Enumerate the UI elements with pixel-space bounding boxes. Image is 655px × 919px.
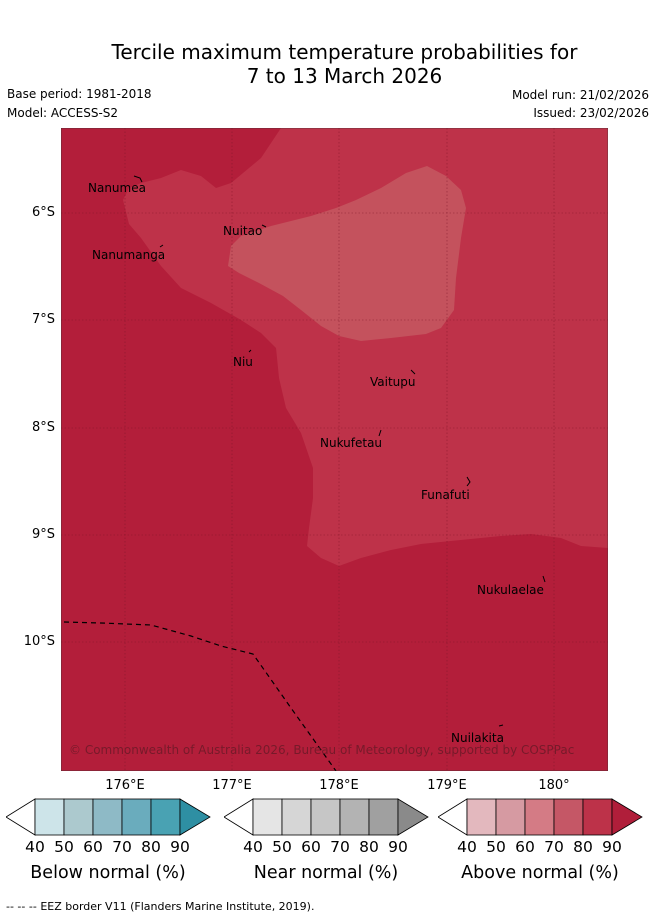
colorbar-near-segment <box>281 798 312 836</box>
below-tick: 40 <box>25 838 45 856</box>
above-tick: 90 <box>602 838 622 856</box>
islands <box>133 175 546 727</box>
island-funafuti <box>466 476 471 487</box>
above-tick: 70 <box>544 838 564 856</box>
lat-label-8s: 8°S <box>31 420 55 435</box>
above-tick: 40 <box>457 838 477 856</box>
place-label-nuitao: Nuitao <box>223 224 263 238</box>
colorbar-near-segment <box>310 798 341 836</box>
island-nukufetau <box>378 429 382 437</box>
lat-label-10s: 10°S <box>23 634 55 649</box>
place-label-nuilakita: Nuilakita <box>451 731 504 745</box>
graticule <box>61 128 608 771</box>
model-run: Model run: 21/02/2026 <box>511 88 649 102</box>
colorbar-label-near: Near normal (%) <box>253 863 399 883</box>
colorbar-below-segment <box>121 798 152 836</box>
colorbar-below-segment <box>63 798 94 836</box>
lat-label-6s: 6°S <box>31 205 55 220</box>
island-nuitao <box>261 224 267 228</box>
base-period: Base period: 1981-2018 <box>7 87 152 101</box>
probability-map <box>61 128 608 771</box>
below-tick: 50 <box>54 838 74 856</box>
colorbar-below-segment <box>34 798 65 836</box>
lon-label-176e: 176°E <box>105 778 145 793</box>
map-region-above-60 <box>228 166 466 341</box>
colorbar-above-segment <box>438 798 468 836</box>
place-label-vaitupu: Vaitupu <box>370 375 416 389</box>
model-name: Model: ACCESS-S2 <box>7 106 119 120</box>
near-tick: 40 <box>243 838 263 856</box>
lon-label-177e: 177°E <box>212 778 252 793</box>
island-vaitupu <box>410 369 416 375</box>
island-nanumanga <box>159 244 164 248</box>
near-tick: 50 <box>272 838 292 856</box>
colorbar-above-segment <box>466 798 497 836</box>
colorbar-above-segment <box>524 798 555 836</box>
colorbar-near-segment <box>397 798 429 836</box>
near-tick: 90 <box>388 838 408 856</box>
above-tick: 50 <box>486 838 506 856</box>
eez-border <box>63 621 337 771</box>
map-title-line2: 7 to 13 March 2026 <box>246 64 443 88</box>
island-nuilakita <box>498 724 504 727</box>
above-tick: 80 <box>573 838 593 856</box>
lon-label-178e: 178°E <box>319 778 359 793</box>
colorbar-near-normal <box>224 798 429 836</box>
lon-label-180: 180° <box>538 778 570 793</box>
place-label-nanumea: Nanumea <box>88 181 146 195</box>
above-tick: 60 <box>515 838 535 856</box>
colorbar-near-segment <box>224 798 254 836</box>
colorbar-below-segment <box>179 798 211 836</box>
colorbar-below-segment <box>6 798 36 836</box>
colorbar-label-below: Below normal (%) <box>30 863 186 883</box>
copyright-notice: © Commonwealth of Australia 2026, Bureau… <box>69 743 575 757</box>
place-label-nanumanga: Nanumanga <box>92 248 166 262</box>
below-tick: 80 <box>141 838 161 856</box>
place-label-funafuti: Funafuti <box>421 488 470 502</box>
eez-legend-text: EEZ border V11 (Flanders Marine Institut… <box>40 900 315 913</box>
colorbar-below-normal <box>6 798 211 836</box>
map-title-line1: Tercile maximum temperature probabilitie… <box>111 40 578 64</box>
colorbar-label-above: Above normal (%) <box>461 863 619 883</box>
island-nukulaelae <box>542 575 546 583</box>
island-nanumea <box>133 175 143 183</box>
place-label-nukulaelae: Nukulaelae <box>477 583 544 597</box>
issued-date: Issued: 23/02/2026 <box>533 106 649 120</box>
colorbar-above-normal <box>438 798 643 836</box>
below-tick: 70 <box>112 838 132 856</box>
colorbar-below-segment <box>150 798 181 836</box>
lat-label-9s: 9°S <box>31 527 55 542</box>
colorbar-near-segment <box>368 798 399 836</box>
eez-legend: -- -- -- EEZ border V11 (Flanders Marine… <box>6 900 314 913</box>
colorbar-above-segment <box>495 798 526 836</box>
lat-label-7s: 7°S <box>31 312 55 327</box>
near-tick: 70 <box>330 838 350 856</box>
eez-legend-symbol: -- -- -- <box>6 900 37 913</box>
below-tick: 90 <box>170 838 190 856</box>
place-label-niu: Niu <box>233 355 253 369</box>
colorbar-near-segment <box>339 798 370 836</box>
island-niu <box>248 349 252 353</box>
colorbar-above-segment <box>553 798 584 836</box>
near-tick: 80 <box>359 838 379 856</box>
lon-label-179e: 179°E <box>427 778 467 793</box>
colorbar-above-segment <box>611 798 643 836</box>
near-tick: 60 <box>301 838 321 856</box>
colorbar-below-segment <box>92 798 123 836</box>
place-label-nukufetau: Nukufetau <box>320 436 383 450</box>
colorbar-above-segment <box>582 798 613 836</box>
colorbar-near-segment <box>252 798 283 836</box>
below-tick: 60 <box>83 838 103 856</box>
